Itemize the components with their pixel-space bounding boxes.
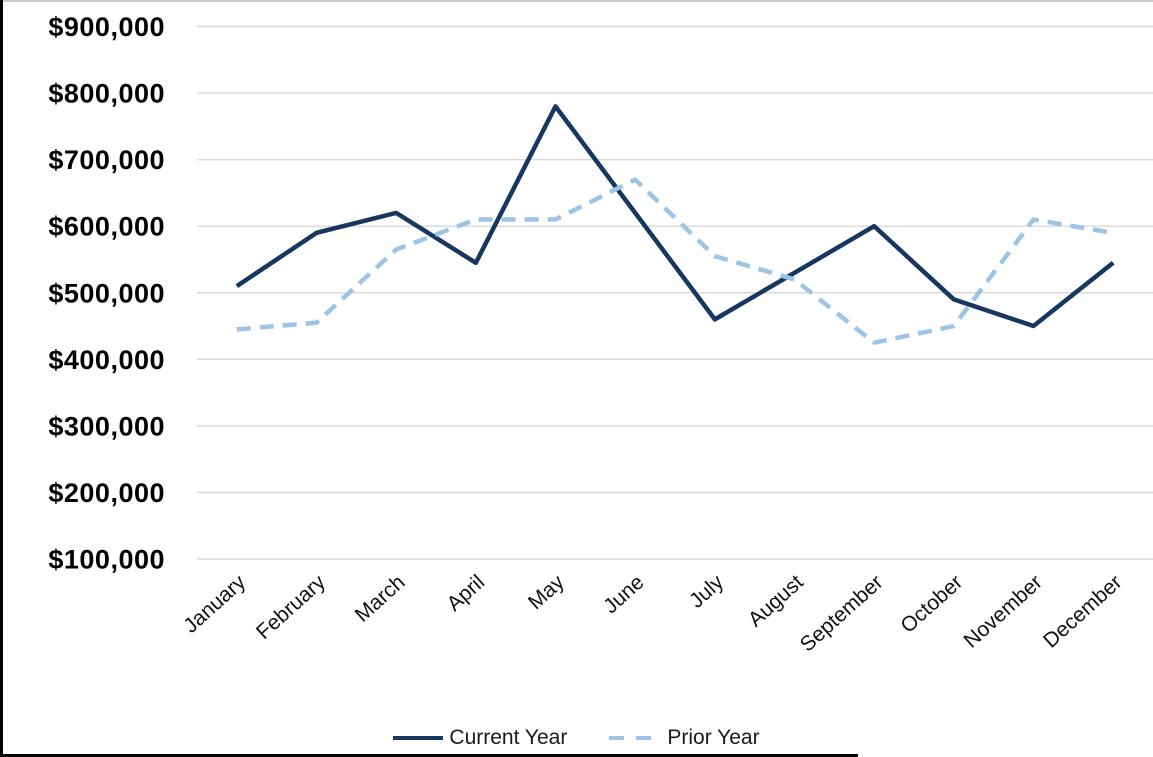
x-axis-label-may: May: [524, 570, 569, 614]
prior-year-line-sample: [609, 736, 662, 740]
x-axis-label-november: November: [959, 571, 1046, 653]
x-axis-label-december: December: [1039, 571, 1126, 653]
current-year-line-sample: [393, 736, 444, 740]
series-line-current-year: [235, 104, 1115, 329]
gridlines: [197, 25, 1153, 560]
chart-top-border: [0, 0, 1153, 2]
x-axis-label-october: October: [896, 571, 967, 638]
x-axis-label-july: July: [685, 570, 729, 612]
y-axis-tick-label-100000: $100,000: [48, 545, 165, 575]
x-axis-label-august: August: [744, 571, 808, 632]
y-axis-tick-label-200000: $200,000: [48, 478, 165, 508]
chart-left-border: [0, 0, 3, 757]
series-lines: [235, 104, 1115, 345]
chart-bottom-border: [0, 754, 858, 757]
legend-item-current-year: Current Year: [393, 726, 567, 750]
y-axis-tick-label-700000: $700,000: [48, 145, 165, 175]
legend: Current Year Prior Year: [0, 724, 1153, 752]
x-axis-label-september: September: [796, 571, 888, 657]
x-axis: January February March April May June July Augu…: [179, 570, 1126, 656]
y-axis-tick-label-500000: $500,000: [48, 278, 165, 308]
y-axis-tick-label-900000: $900,000: [48, 12, 165, 42]
series-line-prior-year: [236, 177, 1114, 345]
legend-label-current-year: Current Year: [449, 726, 568, 749]
y-axis: $100,000 $200,000 $300,000 $400,000 $500,000…: [48, 12, 165, 575]
x-axis-label-march: March: [351, 571, 410, 627]
x-axis-label-january: January: [179, 570, 250, 637]
y-axis-tick-label-400000: $400,000: [48, 345, 165, 375]
x-axis-label-february: February: [252, 570, 330, 644]
legend-item-prior-year: Prior Year: [609, 726, 760, 750]
y-axis-tick-label-600000: $600,000: [48, 212, 165, 242]
y-axis-tick-label-300000: $300,000: [48, 411, 165, 441]
legend-label-prior-year: Prior Year: [667, 726, 760, 749]
y-axis-tick-label-800000: $800,000: [48, 79, 165, 109]
x-axis-label-june: June: [599, 571, 648, 619]
x-axis-label-april: April: [443, 571, 490, 616]
